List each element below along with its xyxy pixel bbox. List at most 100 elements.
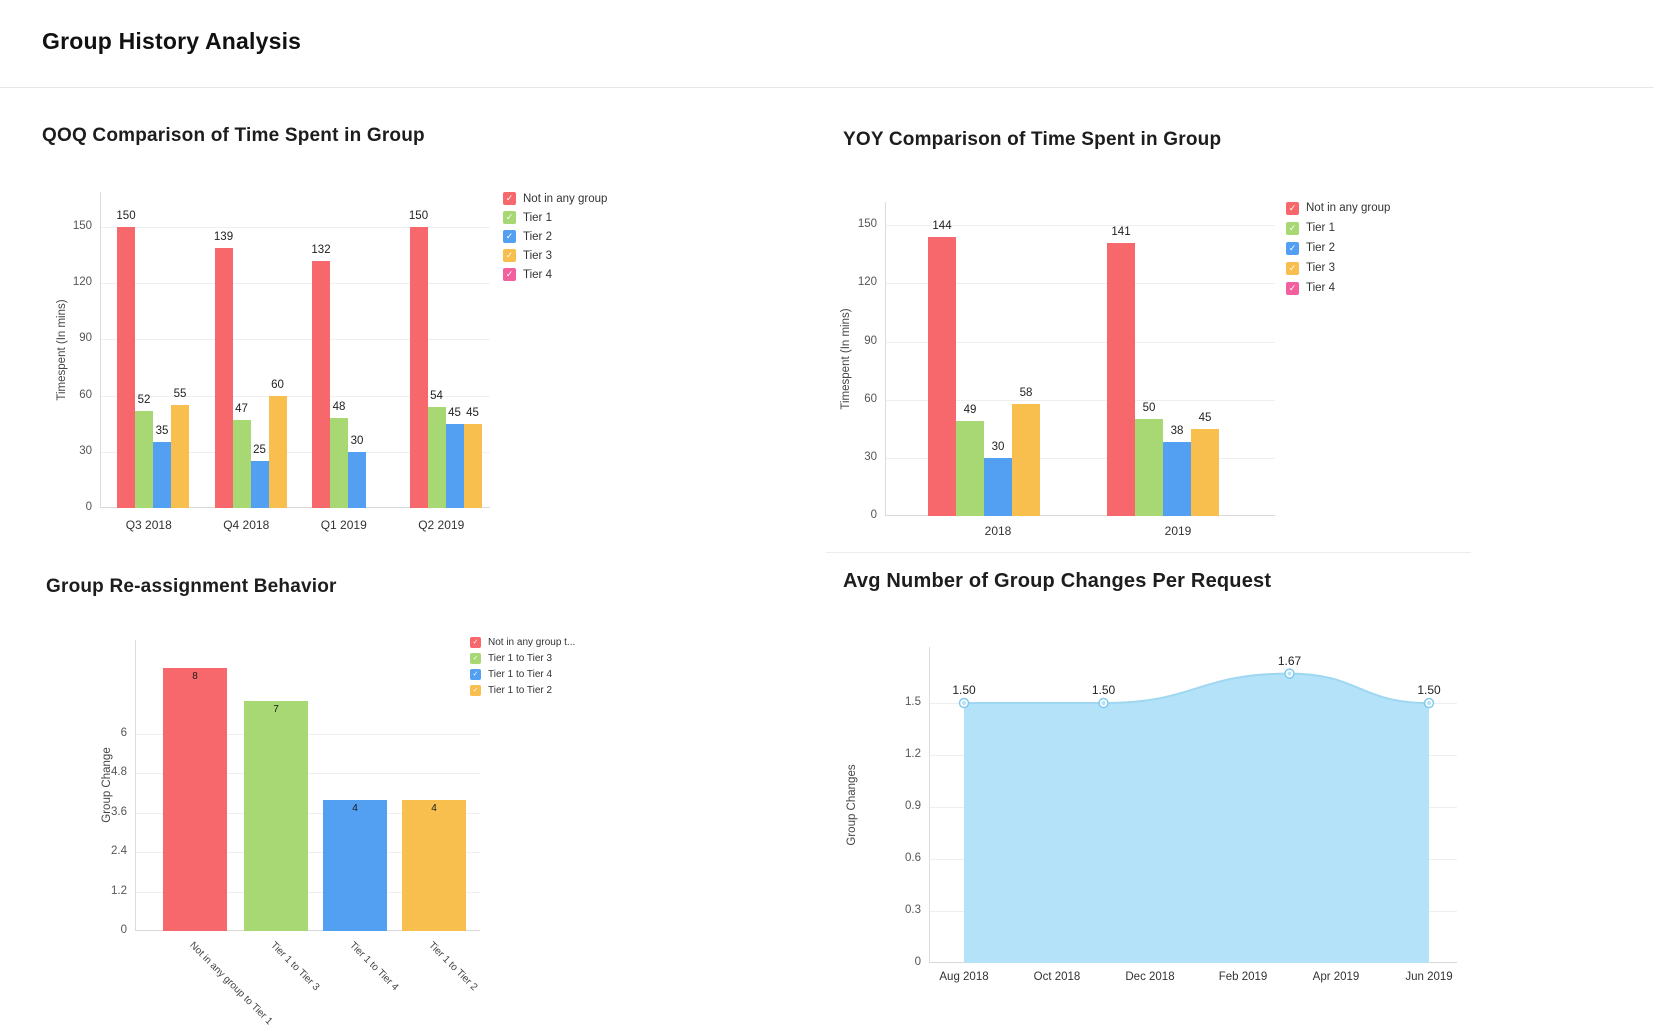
x-category-label: Q2 2019 xyxy=(418,518,465,532)
legend-item[interactable]: ✓ Tier 1 xyxy=(503,208,607,227)
bar-value-label: 52 xyxy=(137,393,151,406)
reassign-legend: ✓ Not in any group t... ✓ Tier 1 to Tier 3 ✓… xyxy=(470,634,575,698)
legend-item[interactable]: ✓ Tier 1 to Tier 3 xyxy=(470,650,575,666)
legend-swatch-check-icon: ✓ xyxy=(503,249,516,262)
gridline xyxy=(885,283,1275,285)
x-category-label: 2019 xyxy=(1164,524,1192,538)
bar-tier-2[interactable] xyxy=(250,461,269,508)
legend-swatch-check-icon: ✓ xyxy=(503,192,516,205)
legend-item[interactable]: ✓ Not in any group xyxy=(1286,198,1390,218)
bar-value-label: 45 xyxy=(448,406,461,419)
bar-tier-1[interactable] xyxy=(330,418,348,508)
y-tick-label: 30 xyxy=(864,450,877,463)
bar-value-label: 150 xyxy=(116,210,136,223)
x-category-label-rotated: Tier 1 to Tier 3 xyxy=(268,940,322,994)
bar-tier-2[interactable] xyxy=(348,451,366,508)
bar-value-label: 4 xyxy=(352,802,358,814)
y-tick-label: 30 xyxy=(79,444,92,457)
bar-not-in-any-group[interactable] xyxy=(928,236,956,516)
legend-item-label: Tier 2 xyxy=(523,230,552,243)
legend-item[interactable]: ✓ Tier 1 to Tier 2 xyxy=(470,682,575,698)
bar-tier-1-to-tier-3[interactable] xyxy=(244,701,308,931)
legend-item-label: Not in any group xyxy=(1306,202,1391,214)
y-axis-line xyxy=(135,640,136,931)
legend-item[interactable]: ✓ Tier 4 xyxy=(1286,278,1390,298)
y-tick-label: 1.2 xyxy=(905,748,921,761)
bar-tier-1[interactable] xyxy=(135,410,153,508)
bar-tier-3[interactable] xyxy=(268,395,287,508)
point-value-label: 1.50 xyxy=(1417,683,1441,698)
point-value-label: 1.50 xyxy=(1091,683,1116,698)
legend-item[interactable]: ✓ Tier 4 xyxy=(503,265,607,284)
bar-value-label: 8 xyxy=(192,671,198,683)
legend-item[interactable]: ✓ Tier 3 xyxy=(503,246,607,265)
y-tick-label: 120 xyxy=(72,276,92,289)
legend-item[interactable]: ✓ Not in any group t... xyxy=(470,634,575,650)
chart-title-reassign: Group Re-assignment Behavior xyxy=(46,576,337,597)
chart-title-avg: Avg Number of Group Changes Per Request xyxy=(843,570,1272,592)
bar-not-in-any-group[interactable] xyxy=(1107,242,1135,516)
bar-tier-1-to-tier-2[interactable] xyxy=(402,799,466,931)
bar-not-in-any-group[interactable] xyxy=(409,227,428,508)
yoy-legend: ✓ Not in any group ✓ Tier 1 ✓ Tier 2 ✓ Tier 3 ✓ T… xyxy=(1286,198,1390,298)
bar-value-label: 144 xyxy=(932,219,952,232)
legend-swatch-check-icon: ✓ xyxy=(470,668,481,680)
x-axis-line xyxy=(885,515,1275,516)
legend-item[interactable]: ✓ Tier 3 xyxy=(1286,258,1390,278)
bar-value-label: 38 xyxy=(1170,425,1184,438)
gridline xyxy=(100,451,490,453)
gridline xyxy=(885,225,1275,227)
bar-tier-1[interactable] xyxy=(956,421,984,516)
x-tick-label: Aug 2018 xyxy=(939,971,989,983)
bar-tier-1[interactable] xyxy=(1135,419,1163,516)
bar-not-in-any-group[interactable] xyxy=(214,247,233,508)
legend-item[interactable]: ✓ Tier 2 xyxy=(503,227,607,246)
bar-not-in-any-group[interactable] xyxy=(312,260,330,508)
yoy-chart-plot: 0 30 60 90 120 150 144 49 30 58 2018 141 50 38 45 2019 xyxy=(858,202,1275,538)
bar-not-in-any-group-to-tier-1[interactable] xyxy=(163,668,227,931)
y-tick-label: 0.3 xyxy=(905,904,921,916)
legend-item[interactable]: ✓ Tier 2 xyxy=(1286,238,1390,258)
bar-tier-2[interactable] xyxy=(153,442,171,508)
bar-value-label: 49 xyxy=(963,404,977,417)
y-tick-label: 120 xyxy=(857,276,877,289)
x-category-label-rotated: Tier 1 to Tier 4 xyxy=(347,940,401,994)
bar-not-in-any-group[interactable] xyxy=(117,227,135,508)
bar-tier-1-to-tier-4[interactable] xyxy=(323,799,387,931)
bar-value-label: 47 xyxy=(235,402,248,415)
y-tick-label: 0.6 xyxy=(905,852,921,865)
bar-tier-2[interactable] xyxy=(445,423,464,508)
y-tick-label: 60 xyxy=(79,388,92,401)
legend-item[interactable]: ✓ Tier 1 xyxy=(1286,218,1390,238)
bar-value-label: 45 xyxy=(466,406,479,419)
bar-tier-1[interactable] xyxy=(232,419,251,508)
area-series xyxy=(958,668,1435,963)
y-tick-label: 150 xyxy=(857,218,877,231)
bar-tier-3[interactable] xyxy=(1012,403,1040,516)
y-tick-label: 2.4 xyxy=(111,845,127,858)
x-category-label: Q4 2018 xyxy=(223,518,270,532)
bar-tier-2[interactable] xyxy=(1163,442,1191,516)
data-point-dot xyxy=(962,701,966,706)
legend-item[interactable]: ✓ Not in any group xyxy=(503,189,607,208)
legend-swatch-check-icon: ✓ xyxy=(1286,241,1299,255)
legend-item[interactable]: ✓ Tier 1 to Tier 4 xyxy=(470,666,575,682)
bar-tier-1[interactable] xyxy=(427,406,446,508)
legend-item-label: Tier 4 xyxy=(1306,282,1335,294)
y-tick-label: 150 xyxy=(72,220,92,233)
gridline xyxy=(100,227,490,229)
legend-item-label: Tier 1 to Tier 4 xyxy=(488,668,553,680)
bar-value-label: 54 xyxy=(430,389,443,402)
bar-tier-3[interactable] xyxy=(1191,428,1219,516)
bar-value-label: 55 xyxy=(173,387,187,400)
y-tick-label: 3.6 xyxy=(111,805,127,818)
area-fill xyxy=(964,673,1429,963)
bar-tier-3[interactable] xyxy=(171,405,189,508)
bar-tier-3[interactable] xyxy=(463,423,482,508)
chart-title-yoy: YOY Comparison of Time Spent in Group xyxy=(843,129,1222,150)
data-point-dot xyxy=(1101,701,1106,706)
legend-item-label: Tier 3 xyxy=(1306,262,1335,274)
bar-tier-2[interactable] xyxy=(984,457,1012,516)
data-point-dot xyxy=(1287,671,1292,676)
bar-value-label: 139 xyxy=(213,230,234,243)
